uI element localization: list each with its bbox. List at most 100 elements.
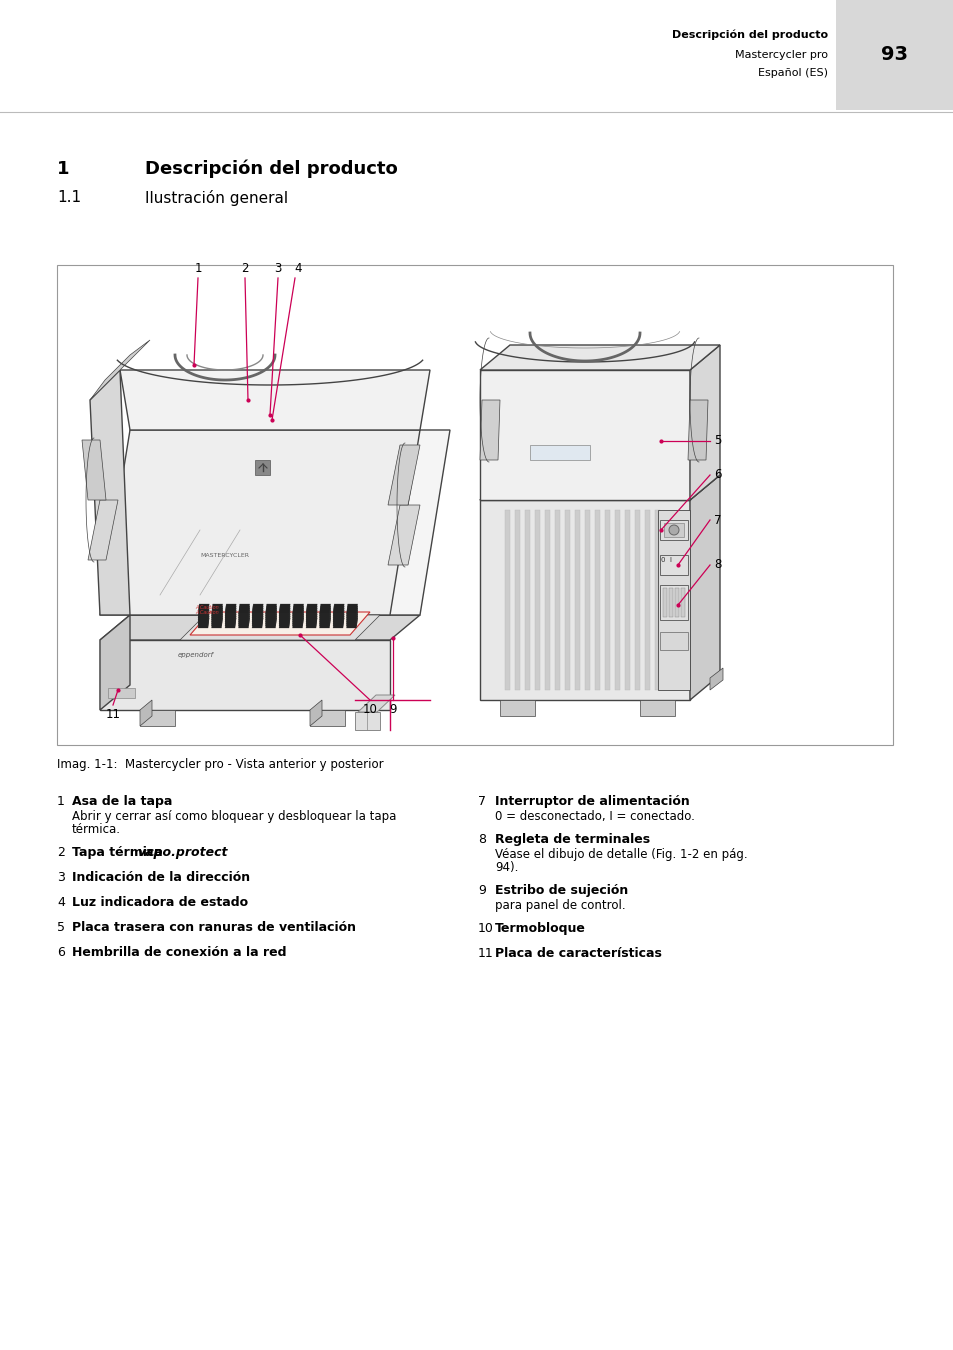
Polygon shape [388, 505, 419, 566]
Text: Placa de características: Placa de características [495, 946, 661, 960]
Polygon shape [278, 618, 290, 628]
Polygon shape [238, 618, 250, 628]
Polygon shape [212, 616, 222, 626]
Polygon shape [198, 618, 209, 628]
Polygon shape [278, 603, 290, 614]
Polygon shape [333, 608, 344, 618]
Polygon shape [479, 475, 720, 500]
Text: 6: 6 [57, 946, 65, 958]
Polygon shape [265, 606, 276, 616]
Text: Descripción del producto: Descripción del producto [671, 30, 827, 40]
Polygon shape [90, 340, 150, 400]
Polygon shape [265, 614, 276, 624]
Polygon shape [100, 640, 390, 710]
Polygon shape [293, 610, 303, 620]
Polygon shape [659, 585, 687, 620]
Polygon shape [212, 618, 222, 628]
Polygon shape [82, 440, 106, 500]
Polygon shape [254, 460, 270, 475]
Polygon shape [238, 610, 250, 620]
Polygon shape [319, 610, 331, 620]
Polygon shape [265, 618, 276, 628]
Polygon shape [90, 370, 130, 616]
Polygon shape [655, 510, 659, 690]
Bar [835, 0, 953, 109]
Text: 8: 8 [477, 833, 485, 846]
Polygon shape [355, 711, 379, 730]
Polygon shape [252, 606, 263, 616]
Polygon shape [524, 510, 530, 690]
Text: Imag. 1-1:  Mastercycler pro - Vista anterior y posterior: Imag. 1-1: Mastercycler pro - Vista ante… [57, 757, 383, 771]
Polygon shape [306, 614, 316, 624]
Polygon shape [198, 614, 209, 624]
Polygon shape [88, 500, 118, 560]
Polygon shape [306, 612, 316, 622]
Polygon shape [198, 603, 209, 614]
Polygon shape [265, 616, 276, 626]
Text: 7: 7 [713, 513, 720, 526]
Polygon shape [265, 610, 276, 620]
Polygon shape [333, 610, 344, 620]
Polygon shape [555, 510, 559, 690]
Text: 11: 11 [106, 707, 120, 721]
Polygon shape [306, 606, 316, 616]
Polygon shape [265, 608, 276, 618]
Polygon shape [615, 510, 619, 690]
Text: 4: 4 [57, 896, 65, 909]
Polygon shape [265, 603, 276, 614]
Polygon shape [198, 612, 209, 622]
Polygon shape [190, 612, 370, 634]
Text: A Caution: A Caution [194, 605, 218, 610]
Text: 10: 10 [362, 703, 377, 716]
Polygon shape [212, 614, 222, 624]
Polygon shape [584, 510, 589, 690]
Polygon shape [238, 614, 250, 624]
Polygon shape [100, 431, 419, 616]
Polygon shape [659, 520, 687, 540]
Text: térmica.: térmica. [71, 824, 121, 836]
Polygon shape [319, 612, 331, 622]
Polygon shape [624, 510, 629, 690]
Polygon shape [675, 589, 679, 617]
Polygon shape [293, 606, 303, 616]
Text: 5: 5 [713, 435, 720, 447]
Polygon shape [346, 606, 357, 616]
Polygon shape [346, 618, 357, 628]
Polygon shape [319, 608, 331, 618]
Polygon shape [662, 589, 666, 617]
Polygon shape [499, 701, 535, 716]
Text: Estribo de sujeción: Estribo de sujeción [495, 884, 628, 896]
Polygon shape [238, 616, 250, 626]
Polygon shape [319, 603, 331, 614]
Polygon shape [544, 510, 550, 690]
Polygon shape [180, 616, 379, 640]
Polygon shape [278, 616, 290, 626]
Text: 9: 9 [477, 884, 485, 896]
Polygon shape [306, 610, 316, 620]
Polygon shape [479, 400, 499, 460]
Polygon shape [319, 614, 331, 624]
Polygon shape [319, 616, 331, 626]
Polygon shape [346, 616, 357, 626]
Polygon shape [252, 610, 263, 620]
Text: 5: 5 [57, 921, 65, 934]
Polygon shape [225, 608, 236, 618]
Polygon shape [319, 606, 331, 616]
Polygon shape [293, 603, 303, 614]
Polygon shape [319, 618, 331, 628]
Polygon shape [479, 346, 720, 370]
Polygon shape [604, 510, 609, 690]
Polygon shape [108, 688, 135, 698]
Text: 94).: 94). [495, 861, 517, 873]
Polygon shape [278, 612, 290, 622]
Text: Placa trasera con ranuras de ventilación: Placa trasera con ranuras de ventilación [71, 921, 355, 934]
Polygon shape [346, 612, 357, 622]
Polygon shape [535, 510, 539, 690]
Polygon shape [333, 612, 344, 622]
Text: 10: 10 [477, 922, 494, 936]
Polygon shape [595, 510, 599, 690]
Text: Ilustración general: Ilustración general [145, 190, 288, 207]
Text: 11: 11 [477, 946, 494, 960]
Polygon shape [689, 346, 720, 500]
Polygon shape [225, 618, 236, 628]
